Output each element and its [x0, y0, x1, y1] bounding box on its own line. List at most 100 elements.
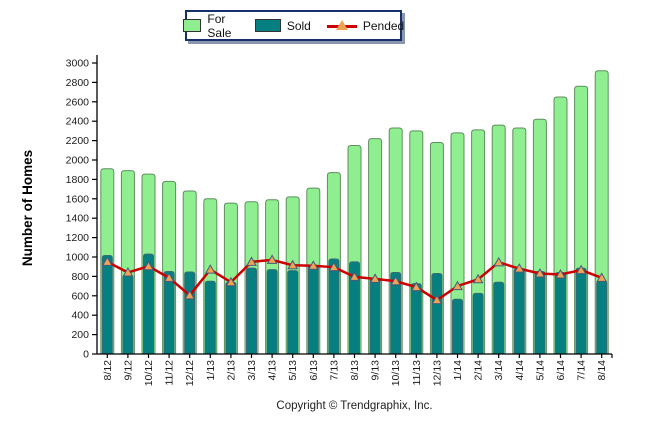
pended-marker	[307, 260, 319, 270]
pended-marker	[369, 273, 381, 283]
x-tick-label: 3/13	[246, 360, 258, 381]
pended-marker	[390, 275, 402, 286]
pended-marker	[143, 260, 154, 271]
pended-marker	[184, 289, 196, 300]
y-tick-label: 2200	[66, 135, 90, 147]
bar-sold	[472, 292, 484, 355]
x-tick-label: 7/14	[576, 360, 588, 381]
x-tick-label: 9/12	[122, 360, 134, 381]
bar-sold	[513, 268, 525, 355]
pended-marker	[163, 272, 175, 282]
x-tick-label: 10/13	[390, 360, 402, 386]
legend-item-sold: Sold	[254, 18, 311, 33]
bar-sold	[101, 255, 113, 355]
pended-marker	[204, 264, 216, 274]
y-tick-label: 3000	[66, 58, 90, 70]
pended-marker	[575, 264, 587, 275]
pended-marker	[246, 256, 257, 266]
x-tick-label: 1/14	[452, 360, 464, 381]
pended-marker	[513, 263, 525, 273]
pended-marker	[328, 261, 340, 272]
bar-sold	[266, 269, 278, 355]
plot-area: 0 200 400 600 800 1000 1200 1400 1600 1800 2000 220…	[66, 55, 613, 386]
bar-sold	[390, 272, 402, 355]
bar-sold	[307, 264, 319, 355]
legend-item-pended: Pended	[326, 18, 405, 33]
y-tick-label: 0	[83, 349, 89, 361]
x-tick-label: 5/14	[534, 360, 546, 381]
x-tick-label: 6/13	[308, 360, 320, 381]
x-tick-label: 2/14	[473, 360, 485, 381]
x-tick-label: 1/13	[205, 360, 217, 381]
pended-line-marker-icon	[326, 19, 357, 32]
legend-item-for-sale: For Sale	[182, 11, 239, 40]
pended-marker	[122, 267, 134, 277]
y-tick-label: 2600	[66, 96, 90, 108]
bar-sold	[225, 281, 237, 355]
x-tick-label: 4/13	[267, 360, 279, 381]
bar-sold	[452, 298, 463, 355]
y-tick-label: 1000	[66, 252, 90, 264]
y-tick-label: 2800	[66, 77, 90, 89]
x-tick-label: 8/12	[102, 360, 114, 381]
legend-label-sold: Sold	[286, 18, 311, 33]
sold-swatch-icon	[254, 19, 281, 32]
x-tick-label: 11/12	[164, 360, 176, 386]
bar-sold	[287, 270, 299, 355]
copyright-text: Copyright © Trendgraphix, Inc.	[276, 400, 433, 412]
pended-marker	[225, 276, 237, 287]
legend-label-for-sale: For Sale	[207, 11, 232, 40]
bar-sold	[431, 272, 443, 355]
x-tick-label: 5/13	[287, 360, 299, 381]
x-tick-label: 12/13	[431, 360, 443, 386]
bar-sold	[184, 271, 196, 355]
bar-sold	[328, 258, 340, 355]
x-tick-label: 4/14	[514, 360, 526, 381]
pended-marker	[266, 254, 278, 264]
bar-sold	[534, 271, 546, 355]
legend: For Sale Sold Pended	[182, 10, 405, 41]
x-tick-label: 9/13	[370, 360, 382, 381]
x-tick-label: 12/12	[184, 360, 196, 386]
y-tick-label: 1200	[66, 232, 90, 244]
x-tick-label: 3/14	[493, 360, 505, 381]
y-tick-label: 600	[71, 290, 89, 302]
x-tick-label: 8/13	[349, 360, 361, 381]
bar-sold	[369, 277, 381, 355]
pended-marker	[287, 259, 299, 270]
pended-marker	[431, 294, 443, 305]
legend-label-pended: Pended	[362, 18, 405, 33]
bar-sold	[122, 274, 134, 355]
pended-marker	[493, 256, 505, 267]
pended-marker	[452, 280, 463, 291]
bar-sold	[555, 272, 566, 355]
pended-marker	[534, 267, 546, 278]
pended-marker	[596, 272, 608, 282]
bar-for-sale	[450, 132, 465, 355]
bar-sold	[410, 283, 422, 355]
x-tick-label: 10/12	[143, 360, 155, 386]
pended-marker	[349, 271, 360, 281]
x-tick-label: 2/13	[225, 360, 237, 381]
bar-sold	[575, 267, 587, 355]
y-tick-label: 1800	[66, 174, 90, 186]
bar-sold	[204, 280, 216, 355]
x-tick-label: 8/14	[596, 360, 608, 381]
bar-sold	[163, 271, 175, 355]
pended-marker	[472, 273, 484, 284]
pended-marker	[555, 268, 566, 279]
y-tick-label: 2400	[66, 116, 90, 128]
y-tick-label: 800	[71, 271, 89, 283]
bar-sold	[349, 261, 360, 355]
y-tick-label: 1400	[66, 213, 90, 225]
x-tick-label: 7/13	[328, 360, 340, 381]
bar-sold	[143, 253, 154, 355]
x-tick-label: 6/14	[555, 360, 567, 381]
pended-marker	[101, 256, 113, 266]
bar-sold	[246, 267, 257, 355]
y-axis-title: Number of Homes	[20, 150, 35, 266]
y-tick-label: 2000	[66, 155, 90, 167]
for-sale-swatch-icon	[182, 19, 202, 32]
